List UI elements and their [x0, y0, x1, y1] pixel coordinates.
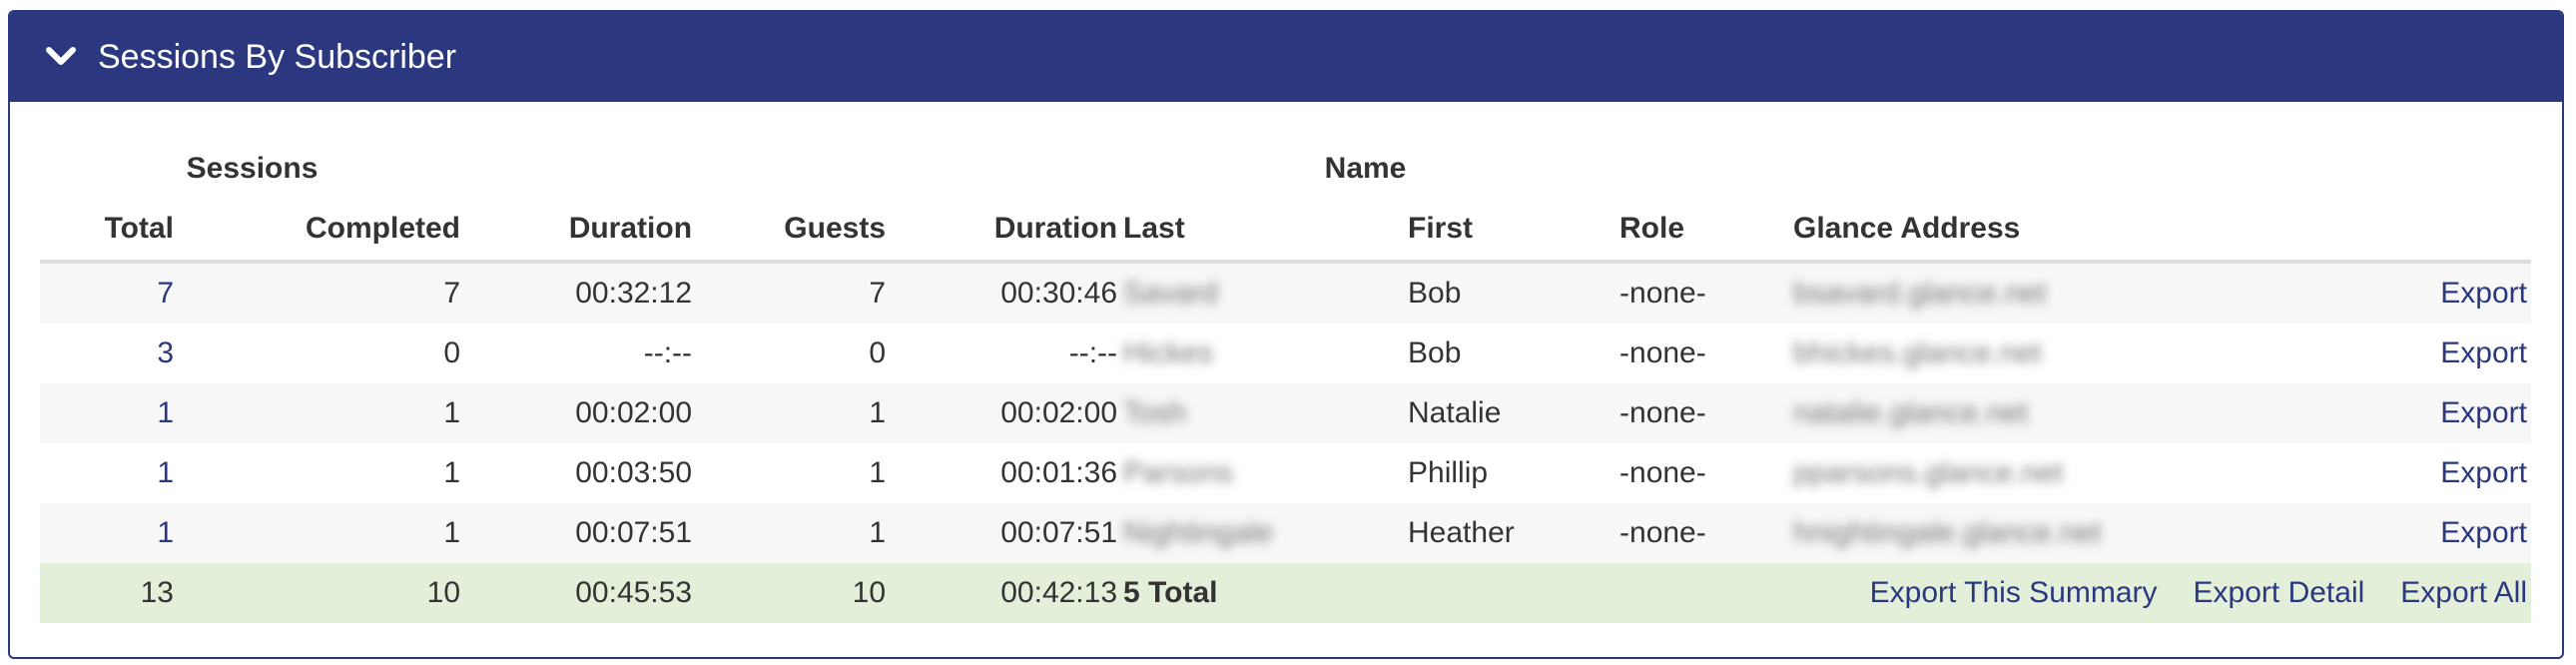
guest-duration-cell: 00:30:46: [890, 262, 1122, 324]
role-cell: -none-: [1610, 262, 1784, 324]
completed-cell: 7: [178, 262, 465, 324]
role-cell: -none-: [1619, 336, 1706, 369]
totals-total: 13: [40, 563, 178, 623]
glance-address-cell: bhickes.glance.net: [1793, 336, 2042, 369]
glance-address-cell: natalie.glance.net: [1793, 396, 2029, 429]
last-name-cell: Tosh: [1123, 396, 1187, 429]
duration-cell: --:--: [643, 336, 693, 369]
last-name-cell: Savard: [1123, 277, 1219, 310]
export-link[interactable]: Export: [2440, 456, 2528, 489]
last-name-cell: Hickes: [1123, 336, 1214, 369]
table-row: 1 1 00:07:51 1 00:07:51 Nightingale Heat…: [40, 503, 2532, 563]
export-summary-link[interactable]: Export This Summary: [1869, 576, 2158, 609]
completed-cell: 1: [178, 383, 465, 443]
completed-cell: 1: [178, 503, 465, 563]
guest-duration-cell: 00:07:51: [890, 503, 1122, 563]
total-sessions-link[interactable]: 1: [157, 396, 174, 429]
guests-cell: 0: [869, 336, 887, 369]
guest-duration-cell: 00:01:36: [1000, 456, 1118, 489]
completed-cell: 1: [443, 456, 461, 489]
col-header-first[interactable]: First: [1398, 198, 1610, 264]
first-name-cell: Natalie: [1398, 383, 1610, 443]
totals-count: 5 Total: [1121, 563, 1399, 623]
table-row: 1 1 00:03:50 1 00:01:36 Parsons Phillip …: [40, 443, 2531, 503]
sessions-table: Sessions Name Total Completed Duration G…: [40, 140, 2532, 623]
sessions-by-subscriber-panel: Sessions By Subscriber Sessions Name Tot…: [8, 10, 2564, 659]
table-row: 7 7 00:32:12 7 00:30:46 Savard Bob -none…: [40, 262, 2532, 324]
first-name-cell: Heather: [1398, 503, 1610, 563]
duration-cell: 00:02:00: [464, 383, 697, 443]
guests-cell: 1: [696, 383, 891, 443]
guests-cell: 1: [869, 456, 887, 489]
last-name-cell: Nightingale: [1123, 516, 1274, 549]
duration-cell: 00:32:12: [464, 262, 697, 324]
totals-guests: 10: [696, 563, 891, 623]
col-header-last[interactable]: Last: [1121, 198, 1399, 264]
guest-duration-cell: 00:02:00: [890, 383, 1122, 443]
chevron-down-icon: [46, 40, 80, 74]
first-name-cell: Bob: [1408, 336, 1462, 369]
totals-completed: 10: [178, 563, 465, 623]
col-header-duration[interactable]: Duration: [464, 198, 697, 264]
totals-row: 13 10 00:45:53 10 00:42:13 5 Total Export This…: [40, 563, 2532, 623]
name-group-header: Name: [1324, 152, 1407, 185]
totals-guest-duration: 00:42:13: [890, 563, 1122, 623]
panel-title: Sessions By Subscriber: [98, 37, 457, 76]
col-header-completed[interactable]: Completed: [178, 198, 465, 264]
totals-duration: 00:45:53: [464, 563, 697, 623]
role-cell: -none-: [1619, 456, 1706, 489]
duration-cell: 00:07:51: [464, 503, 697, 563]
role-cell: -none-: [1610, 383, 1784, 443]
last-name-cell: Parsons: [1123, 456, 1234, 489]
export-detail-link[interactable]: Export Detail: [2193, 576, 2365, 609]
glance-address-cell: bsavard.glance.net: [1793, 277, 2047, 310]
glance-address-cell: pparsons.glance.net: [1793, 456, 2064, 489]
table-row: 1 1 00:02:00 1 00:02:00 Tosh Natalie -no…: [40, 383, 2532, 443]
col-header-guest-duration[interactable]: Duration: [890, 198, 1122, 264]
guests-cell: 1: [696, 503, 891, 563]
duration-cell: 00:03:50: [575, 456, 693, 489]
export-all-link[interactable]: Export All: [2400, 576, 2528, 609]
col-header-total[interactable]: Total: [40, 198, 178, 264]
total-sessions-link[interactable]: 3: [157, 336, 174, 369]
sessions-group-header: Sessions: [186, 152, 319, 185]
export-link[interactable]: Export: [2440, 336, 2528, 369]
first-name-cell: Phillip: [1408, 456, 1489, 489]
glance-address-cell: hnightingale.glance.net: [1793, 516, 2102, 549]
total-sessions-link[interactable]: 1: [157, 456, 174, 489]
export-link[interactable]: Export: [2440, 396, 2528, 429]
total-sessions-link[interactable]: 7: [157, 277, 174, 310]
col-header-guests[interactable]: Guests: [696, 198, 891, 264]
col-header-role[interactable]: Role: [1610, 198, 1784, 264]
guest-duration-cell: --:--: [1068, 336, 1118, 369]
role-cell: -none-: [1610, 503, 1784, 563]
col-header-glance-address[interactable]: Glance Address: [1783, 198, 2297, 264]
export-link[interactable]: Export: [2440, 516, 2528, 549]
panel-header-toggle[interactable]: Sessions By Subscriber: [10, 12, 2562, 102]
first-name-cell: Bob: [1398, 262, 1610, 324]
table-row: 3 0 --:-- 0 --:-- Hickes Bob -none- bhic…: [40, 324, 2531, 383]
completed-cell: 0: [443, 336, 461, 369]
export-link[interactable]: Export: [2440, 277, 2528, 310]
guests-cell: 7: [696, 262, 891, 324]
total-sessions-link[interactable]: 1: [157, 516, 174, 549]
